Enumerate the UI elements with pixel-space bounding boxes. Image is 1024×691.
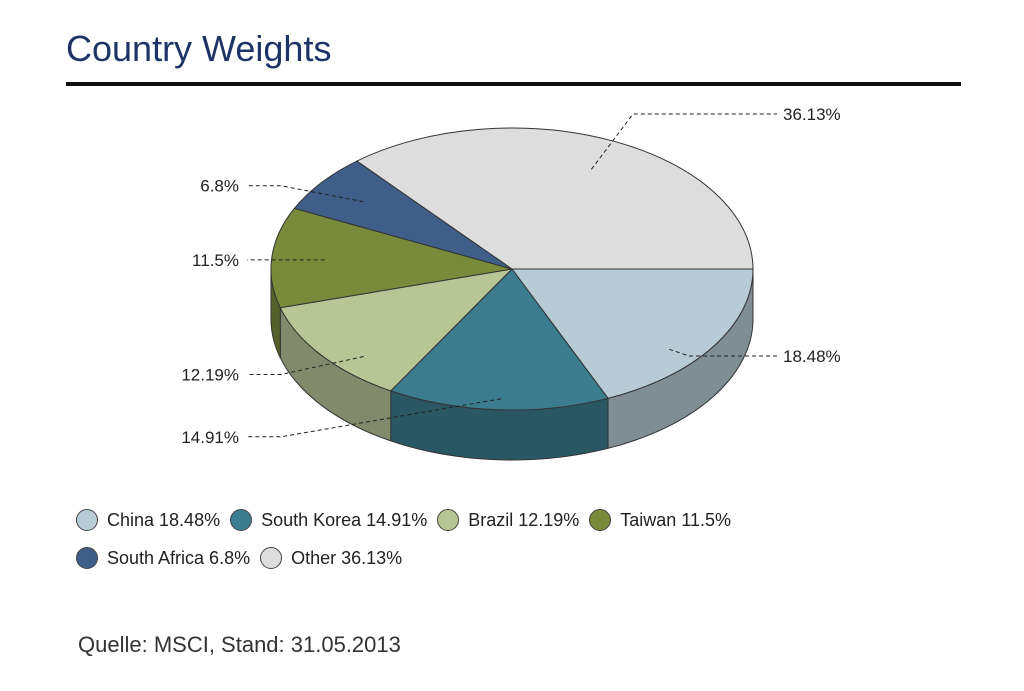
data-label-other: 36.13% <box>783 105 841 124</box>
pie-slice-brazil[interactable] <box>279 268 514 392</box>
pie-slice-china[interactable] <box>511 268 754 399</box>
pie-slice-taiwan[interactable] <box>270 207 513 309</box>
legend-item-taiwan[interactable]: Taiwan 11.5% <box>589 509 731 531</box>
leader-line-south-korea <box>247 398 502 438</box>
data-label-brazil: 12.19% <box>181 366 239 385</box>
legend-row: South Africa 6.8% Other 36.13% <box>76 546 836 570</box>
leader-line-china <box>669 348 777 357</box>
legend-item-china[interactable]: China 18.48% <box>76 509 220 531</box>
legend-item-other[interactable]: Other 36.13% <box>260 547 402 569</box>
title-divider <box>66 82 961 86</box>
leader-line-south-africa <box>247 185 364 203</box>
data-label-south-africa: 6.8% <box>200 177 239 196</box>
legend-swatch-china <box>76 509 98 531</box>
data-label-taiwan: 11.5% <box>192 251 239 270</box>
legend-item-south-africa[interactable]: South Africa 6.8% <box>76 547 250 569</box>
legend-item-south-korea[interactable]: South Korea 14.91% <box>230 509 427 531</box>
legend-label-other: Other 36.13% <box>291 547 403 568</box>
legend-item-brazil[interactable]: Brazil 12.19% <box>437 509 579 531</box>
legend-label-china: China 18.48% <box>107 509 221 530</box>
pie-slices <box>270 127 754 411</box>
source-note: Quelle: MSCI, Stand: 31.05.2013 <box>78 632 401 657</box>
legend-swatch-taiwan <box>589 509 612 531</box>
leader-line-brazil <box>247 356 364 376</box>
pie-slice-south-korea[interactable] <box>389 268 609 411</box>
legend-label-south-korea: South Korea 14.91% <box>261 509 428 530</box>
chart-legend: China 18.48% South Korea 14.91% Brazil 1… <box>76 508 836 584</box>
pie-slice-other[interactable] <box>355 127 754 270</box>
legend-swatch-south-korea <box>230 509 253 531</box>
legend-label-south-africa: South Africa 6.8% <box>107 547 251 568</box>
legend-row: China 18.48% South Korea 14.91% Brazil 1… <box>76 508 836 532</box>
page-title: Country Weights <box>66 28 332 69</box>
pie-labels: 18.48% 14.91% 12.19% 11.5% 6.8% 36.13% <box>181 105 840 447</box>
legend-label-brazil: Brazil 12.19% <box>468 509 580 530</box>
leader-line-other <box>590 113 777 170</box>
legend-swatch-south-africa <box>76 547 98 569</box>
legend-swatch-brazil <box>437 509 460 531</box>
legend-label-taiwan: Taiwan 11.5% <box>620 509 732 530</box>
legend-swatch-other <box>260 547 283 569</box>
data-label-south-korea: 14.91% <box>181 428 239 447</box>
data-label-china: 18.48% <box>783 347 841 366</box>
